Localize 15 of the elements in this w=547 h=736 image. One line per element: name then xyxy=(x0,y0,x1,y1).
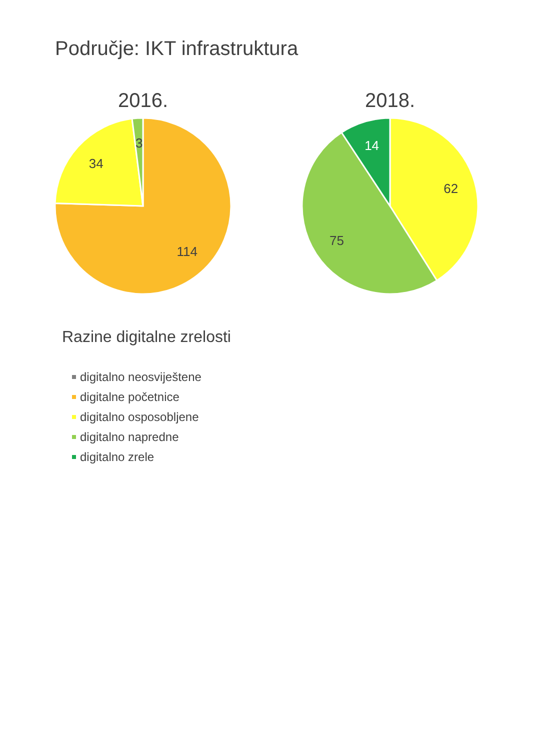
chart-title: 2018. xyxy=(364,90,416,112)
data-label: 62 xyxy=(444,180,458,196)
chart-title: Područje: IKT infrastruktura xyxy=(55,38,299,60)
data-label: 75 xyxy=(329,232,344,248)
legend-label: digitalno neosviještene xyxy=(80,370,202,384)
legend-title: Razine digitalne zrelosti xyxy=(62,329,231,346)
legend-label: digitalno napredne xyxy=(80,430,180,444)
data-label: 34 xyxy=(88,156,104,171)
legend-label: digitalno zrele xyxy=(80,450,154,464)
chart-subtitle: 2016. xyxy=(118,90,168,112)
data-label: 14 xyxy=(364,138,380,153)
legend-label: digitalne početnice xyxy=(80,390,180,404)
data-label: 114 xyxy=(176,244,198,260)
legend-label: digitalno osposobljene xyxy=(80,410,200,424)
pie-slice xyxy=(54,117,232,295)
